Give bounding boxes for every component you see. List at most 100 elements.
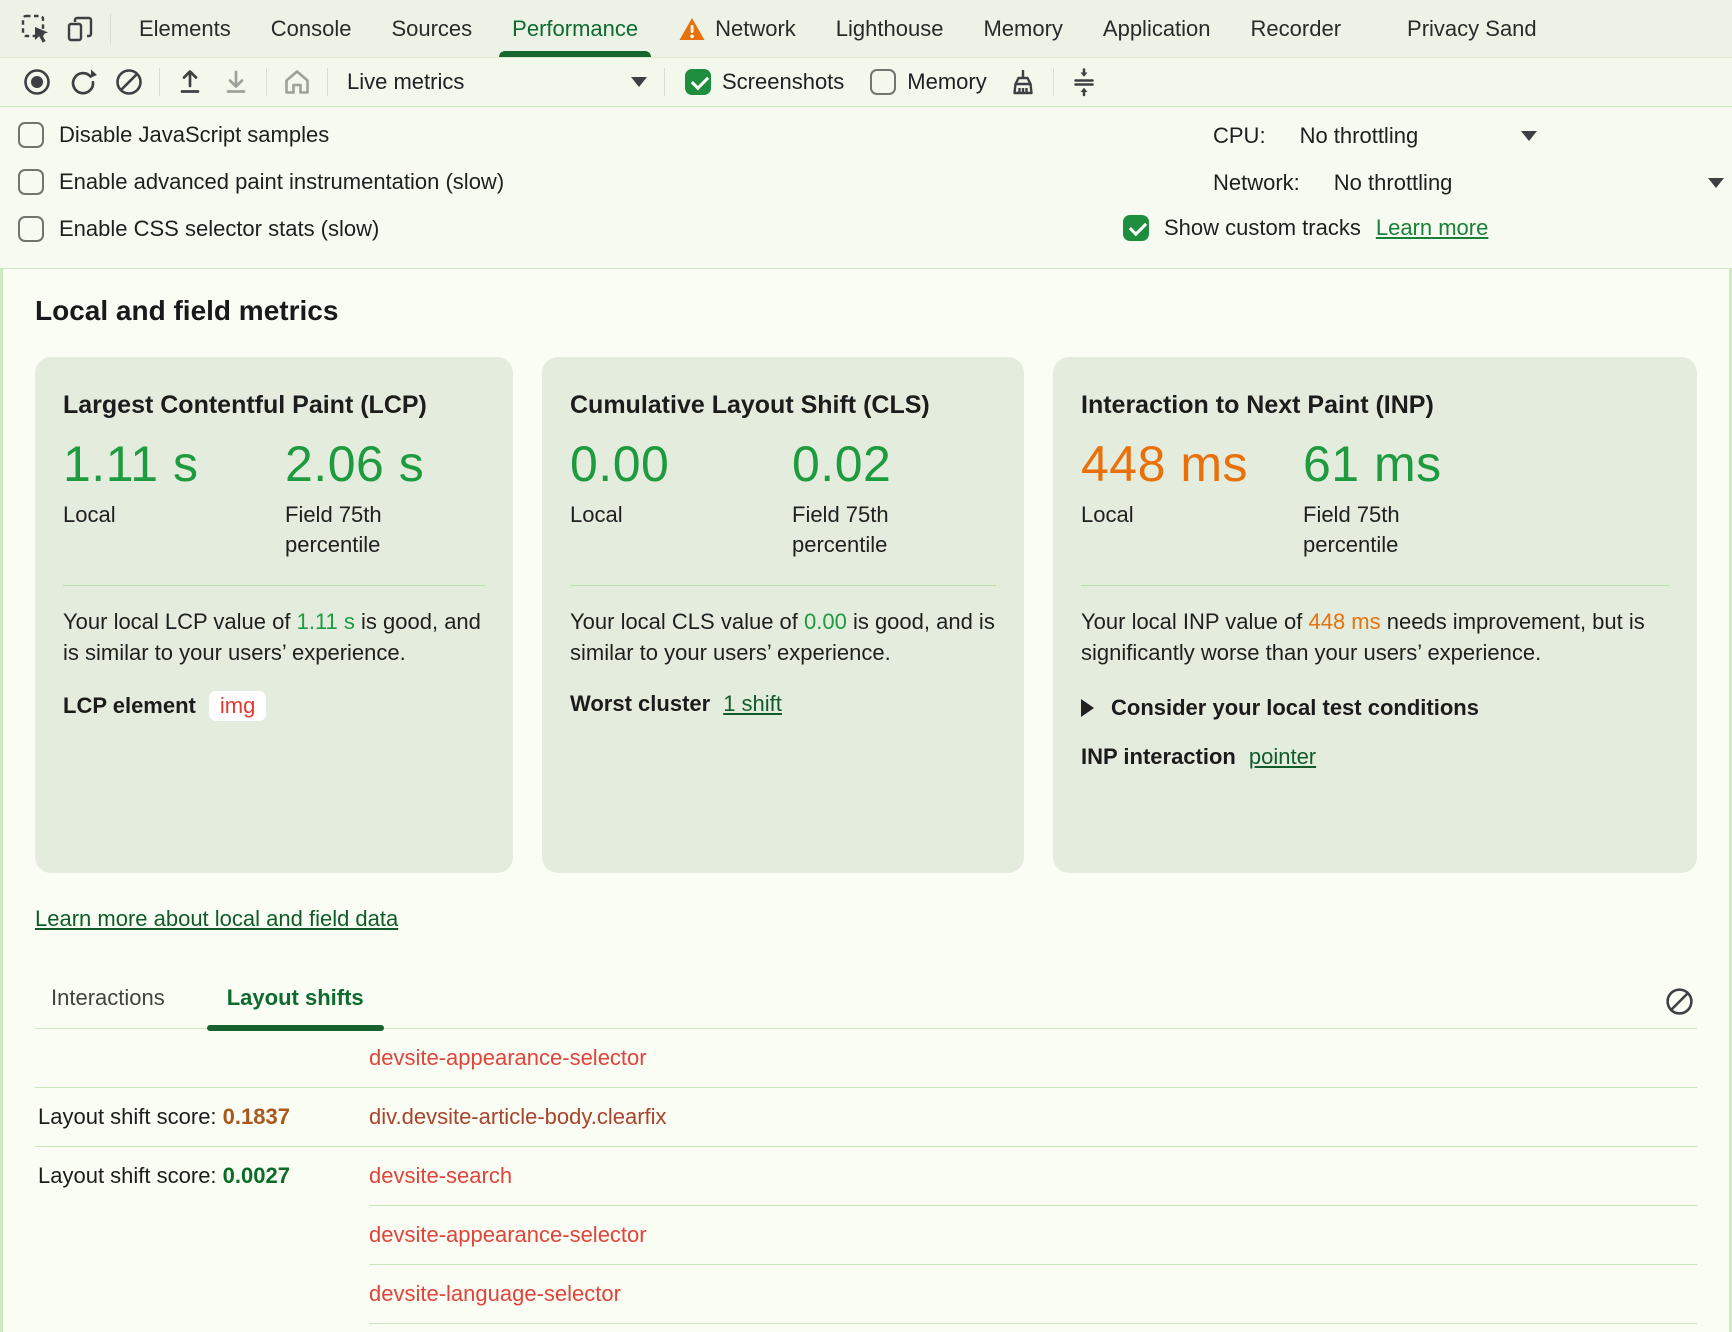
desc-value: 448 ms bbox=[1308, 609, 1380, 634]
network-value: No throttling bbox=[1334, 170, 1453, 196]
inp-interaction-label: INP interaction bbox=[1081, 744, 1236, 770]
lcp-element-label: LCP element bbox=[63, 693, 196, 719]
tab-recorder[interactable]: Recorder bbox=[1231, 0, 1361, 57]
local-label: Local bbox=[570, 500, 735, 530]
field-label: Field 75th percentile bbox=[1303, 500, 1468, 560]
local-label: Local bbox=[63, 500, 228, 530]
disclosure-label: Consider your local test conditions bbox=[1111, 695, 1479, 721]
node-link[interactable]: devsite-appearance-selector bbox=[369, 1222, 1697, 1248]
triangle-right-icon bbox=[1081, 699, 1094, 717]
local-test-conditions-disclosure[interactable]: Consider your local test conditions bbox=[1081, 695, 1669, 721]
shift-score-cell: Layout shift score: 0.1837 bbox=[35, 1104, 369, 1130]
tab-console[interactable]: Console bbox=[251, 0, 372, 57]
performance-toolbar: Live metrics Screenshots Memory bbox=[0, 58, 1732, 107]
tab-performance[interactable]: Performance bbox=[492, 0, 658, 57]
tab-label: Sources bbox=[391, 16, 472, 42]
reload-icon[interactable] bbox=[60, 62, 106, 102]
setting-css-selector-stats[interactable]: Enable CSS selector stats (slow) bbox=[18, 214, 504, 244]
chevron-down-icon[interactable] bbox=[1521, 131, 1537, 141]
field-value-block: 2.06 s Field 75th percentile bbox=[285, 436, 485, 560]
setting-show-custom-tracks[interactable]: Show custom tracks Learn more bbox=[1123, 213, 1488, 243]
node-link[interactable]: devsite-search bbox=[369, 1163, 1697, 1189]
learn-more-link[interactable]: Learn more bbox=[1376, 215, 1489, 241]
advanced-paint-checkbox[interactable] bbox=[18, 169, 44, 195]
home-icon[interactable] bbox=[274, 62, 320, 102]
tab-elements[interactable]: Elements bbox=[119, 0, 251, 57]
field-value: 61 ms bbox=[1303, 436, 1669, 492]
screenshots-toggle[interactable]: Screenshots bbox=[685, 69, 844, 95]
card-values: 1.11 s Local 2.06 s Field 75th percentil… bbox=[63, 436, 485, 560]
field-value-block: 0.02 Field 75th percentile bbox=[792, 436, 996, 560]
tab-label: Privacy Sand bbox=[1407, 16, 1537, 42]
tab-layout-shifts[interactable]: Layout shifts bbox=[227, 985, 364, 1028]
card-description: Your local LCP value of 1.11 s is good, … bbox=[63, 606, 485, 668]
desc-value: 0.00 bbox=[804, 609, 847, 634]
divider bbox=[1053, 68, 1054, 96]
divider bbox=[110, 14, 111, 44]
device-toolbar-icon[interactable] bbox=[58, 7, 102, 51]
memory-toggle[interactable]: Memory bbox=[870, 69, 986, 95]
inp-interaction-link[interactable]: pointer bbox=[1249, 744, 1316, 770]
tab-memory[interactable]: Memory bbox=[963, 0, 1082, 57]
divider bbox=[266, 68, 267, 96]
field-value: 0.02 bbox=[792, 436, 996, 492]
cpu-value: No throttling bbox=[1300, 123, 1419, 149]
css-selector-stats-checkbox[interactable] bbox=[18, 216, 44, 242]
layout-shift-row: devsite-appearance-selector bbox=[35, 1206, 1697, 1264]
shift-score-cell: Layout shift score: 0.0027 bbox=[35, 1163, 369, 1189]
custom-tracks-checkbox[interactable] bbox=[1123, 215, 1149, 241]
setting-label: Enable advanced paint instrumentation (s… bbox=[59, 169, 504, 195]
clear-log-icon[interactable] bbox=[1664, 986, 1695, 1017]
memory-checkbox[interactable] bbox=[870, 69, 896, 95]
node-link[interactable]: devsite-language-selector bbox=[369, 1281, 1697, 1307]
memory-label: Memory bbox=[907, 69, 986, 95]
node-link[interactable]: div.devsite-article-body.clearfix bbox=[369, 1104, 1697, 1130]
desc-text: Your local LCP value of bbox=[63, 609, 297, 634]
node-link[interactable]: devsite-appearance-selector bbox=[369, 1045, 1697, 1071]
view-select[interactable]: Live metrics bbox=[347, 69, 647, 95]
disable-js-samples-checkbox[interactable] bbox=[18, 122, 44, 148]
inp-card: Interaction to Next Paint (INP) 448 ms L… bbox=[1053, 357, 1697, 873]
chevron-down-icon bbox=[631, 77, 647, 87]
lcp-element-node-link[interactable]: img bbox=[209, 691, 266, 721]
lcp-element-row: LCP element img bbox=[63, 691, 485, 721]
local-value-block: 1.11 s Local bbox=[63, 436, 285, 560]
collect-garbage-icon[interactable] bbox=[1000, 62, 1046, 102]
card-title: Largest Contentful Paint (LCP) bbox=[63, 391, 485, 420]
record-icon[interactable] bbox=[14, 62, 60, 102]
layout-shift-row: devsite-appearance-selector bbox=[35, 1029, 1697, 1087]
tab-label: Lighthouse bbox=[836, 16, 944, 42]
local-value: 1.11 s bbox=[63, 436, 285, 492]
screenshots-checkbox[interactable] bbox=[685, 69, 711, 95]
setting-label: Show custom tracks bbox=[1164, 215, 1361, 241]
setting-advanced-paint[interactable]: Enable advanced paint instrumentation (s… bbox=[18, 167, 504, 197]
load-profile-icon[interactable] bbox=[167, 62, 213, 102]
tab-network[interactable]: Network bbox=[658, 0, 816, 57]
tab-lighthouse[interactable]: Lighthouse bbox=[816, 0, 964, 57]
desc-text: Your local INP value of bbox=[1081, 609, 1308, 634]
inspect-element-icon[interactable] bbox=[14, 7, 58, 51]
collapse-icon[interactable] bbox=[1061, 62, 1107, 102]
tab-label: Console bbox=[271, 16, 352, 42]
network-throttling-select[interactable]: Network: No throttling bbox=[1213, 168, 1452, 198]
field-label: Field 75th percentile bbox=[792, 500, 957, 560]
tab-application[interactable]: Application bbox=[1083, 0, 1231, 57]
tab-label: Recorder bbox=[1251, 16, 1341, 42]
divider bbox=[664, 68, 665, 96]
tab-interactions[interactable]: Interactions bbox=[51, 985, 165, 1028]
screenshots-label: Screenshots bbox=[722, 69, 844, 95]
worst-cluster-link[interactable]: 1 shift bbox=[723, 691, 782, 717]
divider bbox=[63, 585, 485, 586]
clear-icon[interactable] bbox=[106, 62, 152, 102]
view-select-value: Live metrics bbox=[347, 69, 464, 95]
setting-disable-js-samples[interactable]: Disable JavaScript samples bbox=[18, 120, 504, 150]
learn-more-local-field-link[interactable]: Learn more about local and field data bbox=[35, 906, 398, 932]
save-profile-icon[interactable] bbox=[213, 62, 259, 102]
tab-label: Performance bbox=[512, 16, 638, 42]
cpu-throttling-select[interactable]: CPU: No throttling bbox=[1213, 121, 1418, 151]
desc-text: Your local CLS value of bbox=[570, 609, 804, 634]
chevron-down-icon[interactable] bbox=[1708, 178, 1724, 188]
tab-privacy-sandbox[interactable]: Privacy Sand bbox=[1387, 0, 1557, 57]
tab-sources[interactable]: Sources bbox=[371, 0, 492, 57]
warning-icon bbox=[678, 16, 706, 42]
